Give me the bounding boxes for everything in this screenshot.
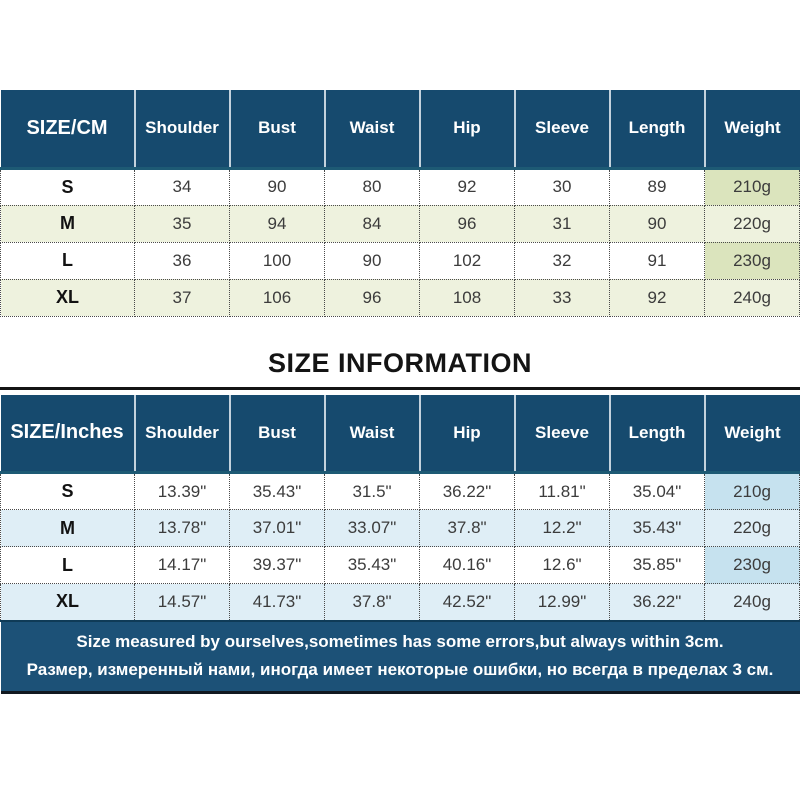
column-header-shoulder: Shoulder <box>134 90 231 170</box>
cell: 84 <box>324 204 420 243</box>
cell: 40.16" <box>419 546 515 584</box>
cell: 91 <box>609 241 705 280</box>
cell: 12.2" <box>514 509 610 547</box>
cell: 33 <box>514 278 610 317</box>
cm-header-row: SIZE/CM Shoulder Bust Waist Hip Sleeve L… <box>0 90 800 170</box>
cell: 92 <box>609 278 705 317</box>
cell: 80 <box>324 167 420 206</box>
size-label: S <box>0 472 135 510</box>
cell: 92 <box>419 167 515 206</box>
column-header-hip: Hip <box>419 90 516 170</box>
table-row-xl-cm: XL 37 106 96 108 33 92 240g <box>0 278 800 317</box>
column-header-length: Length <box>609 394 706 474</box>
cell: 35 <box>134 204 230 243</box>
cell: 96 <box>419 204 515 243</box>
cell: 90 <box>609 204 705 243</box>
size-table-cm: SIZE/CM Shoulder Bust Waist Hip Sleeve L… <box>0 90 800 317</box>
cell: 102 <box>419 241 515 280</box>
cell: 13.39" <box>134 472 230 510</box>
measurement-note: Size measured by ourselves,sometimes has… <box>0 619 800 694</box>
table-row-l-inches: L 14.17" 39.37" 35.43" 40.16" 12.6" 35.8… <box>0 546 800 584</box>
table-row-xl-inches: XL 14.57" 41.73" 37.8" 42.52" 12.99" 36.… <box>0 583 800 621</box>
weight-cell: 240g <box>704 278 800 317</box>
cell: 35.04" <box>609 472 705 510</box>
column-header-length: Length <box>609 90 706 170</box>
note-row: Size measured by ourselves,sometimes has… <box>0 619 800 694</box>
column-header-shoulder: Shoulder <box>134 394 231 474</box>
size-label: L <box>0 241 135 280</box>
column-header-hip: Hip <box>419 394 516 474</box>
weight-cell: 230g <box>704 241 800 280</box>
cell: 106 <box>229 278 325 317</box>
column-header-sleeve: Sleeve <box>514 394 611 474</box>
cell: 33.07" <box>324 509 420 547</box>
cell: 14.57" <box>134 583 230 621</box>
cell: 32 <box>514 241 610 280</box>
inches-header-row: SIZE/Inches Shoulder Bust Waist Hip Slee… <box>0 394 800 474</box>
column-header-bust: Bust <box>229 90 326 170</box>
weight-cell: 220g <box>704 204 800 243</box>
column-header-waist: Waist <box>324 90 421 170</box>
size-label: XL <box>0 583 135 621</box>
size-label: M <box>0 509 135 547</box>
cell: 30 <box>514 167 610 206</box>
cell: 12.6" <box>514 546 610 584</box>
column-header-size-cm: SIZE/CM <box>0 90 136 170</box>
divider-line <box>0 386 800 390</box>
cell: 35.43" <box>609 509 705 547</box>
cell: 37.8" <box>324 583 420 621</box>
cell: 37 <box>134 278 230 317</box>
cell: 36 <box>134 241 230 280</box>
section-title: SIZE INFORMATION <box>268 347 532 378</box>
cell: 12.99" <box>514 583 610 621</box>
cell: 35.85" <box>609 546 705 584</box>
cell: 94 <box>229 204 325 243</box>
cell: 90 <box>229 167 325 206</box>
cell: 31.5" <box>324 472 420 510</box>
column-header-sleeve: Sleeve <box>514 90 611 170</box>
cell: 39.37" <box>229 546 325 584</box>
cell: 96 <box>324 278 420 317</box>
cell: 31 <box>514 204 610 243</box>
weight-cell: 220g <box>704 509 800 547</box>
cell: 11.81" <box>514 472 610 510</box>
cell: 37.01" <box>229 509 325 547</box>
table-row-s-inches: S 13.39" 35.43" 31.5" 36.22" 11.81" 35.0… <box>0 472 800 510</box>
weight-cell: 240g <box>704 583 800 621</box>
cell: 14.17" <box>134 546 230 584</box>
table-row-l-cm: L 36 100 90 102 32 91 230g <box>0 241 800 280</box>
size-label: S <box>0 167 135 206</box>
column-header-size-inches: SIZE/Inches <box>0 394 136 474</box>
note-text-russian: Размер, измеренный нами, иногда имеет не… <box>26 660 774 680</box>
column-header-waist: Waist <box>324 394 421 474</box>
size-label: M <box>0 204 135 243</box>
cell: 35.43" <box>324 546 420 584</box>
cell: 13.78" <box>134 509 230 547</box>
table-row-m-inches: M 13.78" 37.01" 33.07" 37.8" 12.2" 35.43… <box>0 509 800 547</box>
size-label: L <box>0 546 135 584</box>
table-row-m-cm: M 35 94 84 96 31 90 220g <box>0 204 800 243</box>
weight-cell: 210g <box>704 472 800 510</box>
note-text-english: Size measured by ourselves,sometimes has… <box>76 631 724 651</box>
cell: 41.73" <box>229 583 325 621</box>
table-row-s-cm: S 34 90 80 92 30 89 210g <box>0 167 800 206</box>
cell: 42.52" <box>419 583 515 621</box>
cell: 89 <box>609 167 705 206</box>
cell: 90 <box>324 241 420 280</box>
size-table-inches: SIZE/Inches Shoulder Bust Waist Hip Slee… <box>0 394 800 694</box>
column-header-weight: Weight <box>704 394 800 474</box>
cell: 34 <box>134 167 230 206</box>
cell: 36.22" <box>609 583 705 621</box>
column-header-bust: Bust <box>229 394 326 474</box>
cell: 100 <box>229 241 325 280</box>
cell: 36.22" <box>419 472 515 510</box>
size-label: XL <box>0 278 135 317</box>
weight-cell: 230g <box>704 546 800 584</box>
weight-cell: 210g <box>704 167 800 206</box>
cell: 35.43" <box>229 472 325 510</box>
column-header-weight: Weight <box>704 90 800 170</box>
cell: 108 <box>419 278 515 317</box>
cell: 37.8" <box>419 509 515 547</box>
